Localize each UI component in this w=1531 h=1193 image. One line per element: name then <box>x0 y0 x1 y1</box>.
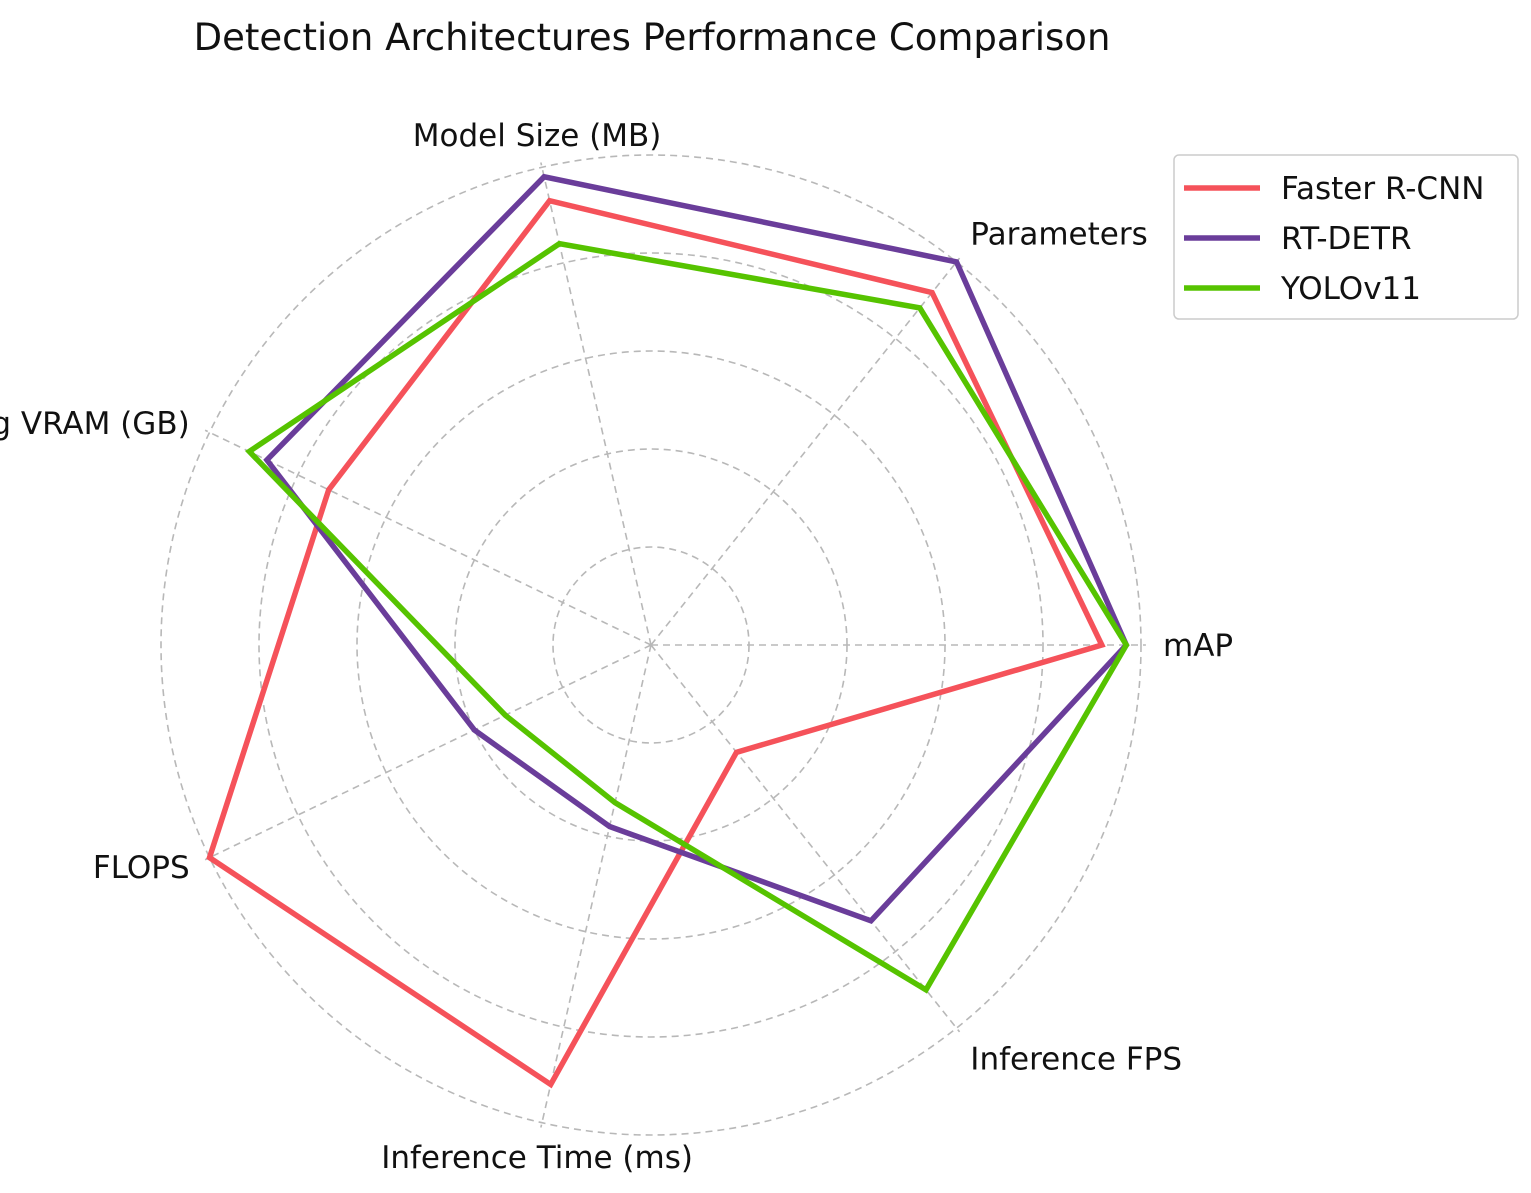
series-lines <box>206 173 1130 1089</box>
axis-label-parameters: Parameters <box>970 217 1147 253</box>
axis-label-map: mAP <box>1163 628 1233 664</box>
series-faster-r-cnn <box>206 197 1106 1089</box>
grid-spoke-inference-fps <box>650 644 961 1033</box>
grid-spoke-inference-time-ms <box>540 644 652 1128</box>
axis-label-inference-time-ms: Inference Time (ms) <box>381 1140 693 1176</box>
grid-ring-4 <box>258 252 1044 1038</box>
axis-label-inference-fps: Inference FPS <box>970 1041 1182 1077</box>
series-rt-detr <box>263 173 1130 925</box>
grid-ring-5 <box>160 154 1142 1136</box>
grid-spoke-parameters <box>650 257 961 646</box>
axis-label-trainig-vram-gb: Trainig VRAM (GB) <box>0 406 190 442</box>
grid-spoke-trainig-vram-gb <box>204 429 652 646</box>
grid-spoke-model-size-mb <box>540 162 652 646</box>
legend: Faster R-CNN RT-DETR YOLOv11 <box>1173 154 1519 320</box>
axis-labels: mAP Parameters Model Size (MB) Trainig VRAM… <box>0 118 1233 1176</box>
axis-label-flops: FLOPS <box>93 850 190 886</box>
grid-spoke-flops <box>204 644 652 861</box>
axis-label-model-size-mb: Model Size (MB) <box>413 118 662 154</box>
legend-label-faster-r-cnn: Faster R-CNN <box>1281 171 1484 207</box>
series-yolov11 <box>245 240 1130 994</box>
legend-label-rt-detr: RT-DETR <box>1281 221 1412 257</box>
grid <box>160 154 1146 1136</box>
legend-frame <box>1173 154 1519 320</box>
legend-label-yolov11: YOLOv11 <box>1280 271 1421 307</box>
chart-title: Detection Architectures Performance Comp… <box>194 16 1111 59</box>
